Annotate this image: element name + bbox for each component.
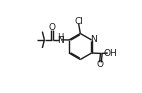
Text: H: H — [58, 33, 64, 42]
Text: N: N — [57, 36, 64, 45]
Text: OH: OH — [103, 49, 117, 57]
Text: O: O — [97, 60, 104, 69]
Text: Cl: Cl — [74, 17, 83, 26]
Text: N: N — [90, 35, 97, 44]
Text: O: O — [49, 24, 56, 32]
